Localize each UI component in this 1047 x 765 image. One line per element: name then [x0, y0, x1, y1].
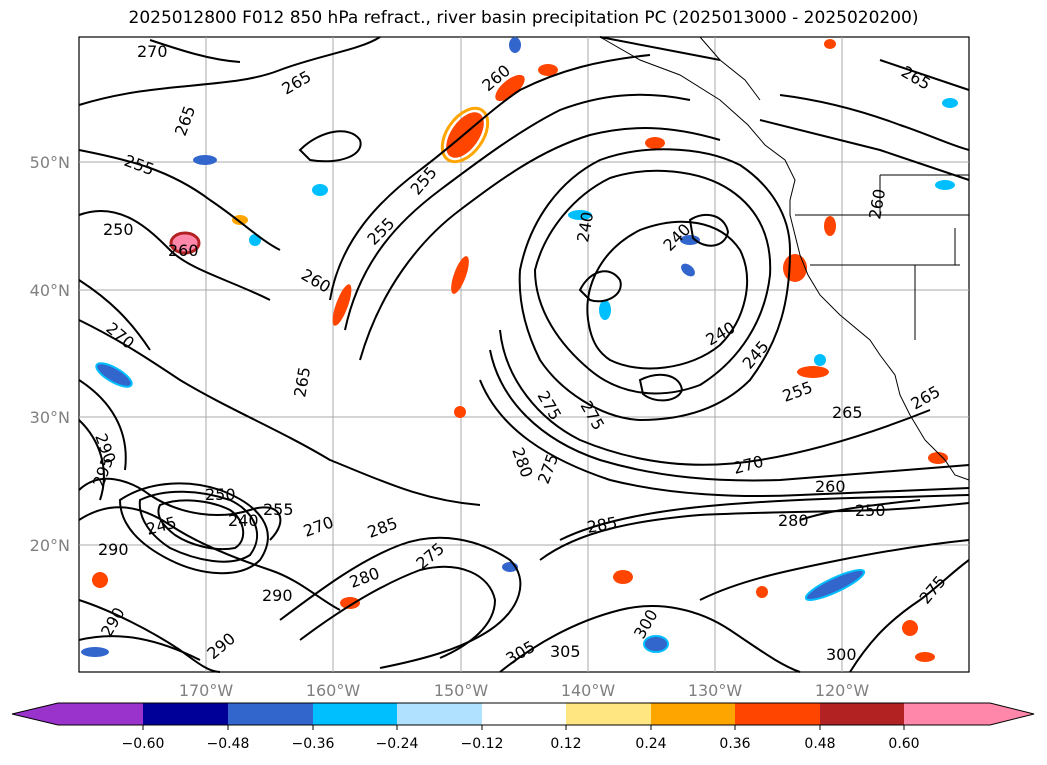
graticule	[79, 37, 969, 672]
lon-label: 130°W	[688, 681, 743, 700]
refractivity-contours	[78, 36, 970, 673]
lat-label: 40°N	[30, 281, 70, 300]
colorbar-bin	[482, 703, 566, 725]
colorbar-tick-label: 0.24	[635, 736, 666, 752]
contour-label: 300	[826, 645, 857, 664]
colorbar: −0.60 −0.48 −0.36 −0.24 −0.12 0.12 0.24 …	[11, 702, 1035, 752]
lat-label: 50°N	[30, 153, 70, 172]
precip-patches	[81, 37, 958, 662]
colorbar-bin	[397, 703, 482, 725]
colorbar-tick-label: −0.24	[376, 736, 419, 752]
contour-label: 250	[205, 485, 236, 504]
colorbar-tick-label: −0.36	[292, 736, 335, 752]
lon-label: 170°W	[179, 681, 234, 700]
map-title: 2025012800 F012 850 hPa refract., river …	[128, 8, 919, 28]
colorbar-bin	[58, 703, 143, 725]
colorbar-bin	[904, 703, 990, 725]
colorbar-bin	[735, 703, 820, 725]
contour-label: 265	[832, 403, 863, 422]
longitude-labels: 170°W 160°W 150°W 140°W 130°W 120°W	[179, 681, 870, 700]
colorbar-tick-label: 0.36	[719, 736, 750, 752]
contour-label: 290	[262, 586, 293, 605]
colorbar-bin	[566, 703, 651, 725]
contour-label: 270	[137, 42, 168, 61]
lon-label: 140°W	[561, 681, 616, 700]
contour-label: 260	[168, 241, 199, 260]
coastline	[599, 36, 970, 481]
contour-label: 250	[855, 501, 886, 520]
colorbar-tick-label: −0.12	[461, 736, 504, 752]
lat-label: 20°N	[30, 536, 70, 555]
colorbar-bin	[228, 703, 313, 725]
colorbar-extend-low	[12, 703, 58, 725]
contour-label: 240	[228, 511, 259, 530]
contour-label: 250	[103, 220, 134, 239]
contour-label: 280	[778, 511, 809, 530]
contour-label: 260	[815, 477, 846, 496]
lat-label: 30°N	[30, 408, 70, 427]
colorbar-tick-label: −0.48	[207, 736, 250, 752]
contour-label: 290	[98, 540, 129, 559]
latitude-labels: 50°N 40°N 30°N 20°N	[30, 153, 70, 555]
colorbar-bin	[143, 703, 228, 725]
colorbar-tick-label: −0.60	[122, 736, 165, 752]
colorbar-bin	[651, 703, 735, 725]
contour-label: 305	[550, 642, 581, 661]
lon-label: 160°W	[306, 681, 361, 700]
lon-label: 120°W	[815, 681, 870, 700]
lon-label: 150°W	[434, 681, 489, 700]
contour-label: 255	[263, 500, 294, 519]
colorbar-bin	[820, 703, 904, 725]
colorbar-tick-label: 0.48	[804, 736, 835, 752]
colorbar-bin	[313, 703, 397, 725]
colorbar-tick-label: 0.12	[550, 736, 581, 752]
colorbar-extend-high	[990, 703, 1034, 725]
map-plot-area: 270 265 255 250 260 260 265 255 255 260 …	[78, 36, 970, 673]
colorbar-tick-label: 0.60	[888, 736, 919, 752]
